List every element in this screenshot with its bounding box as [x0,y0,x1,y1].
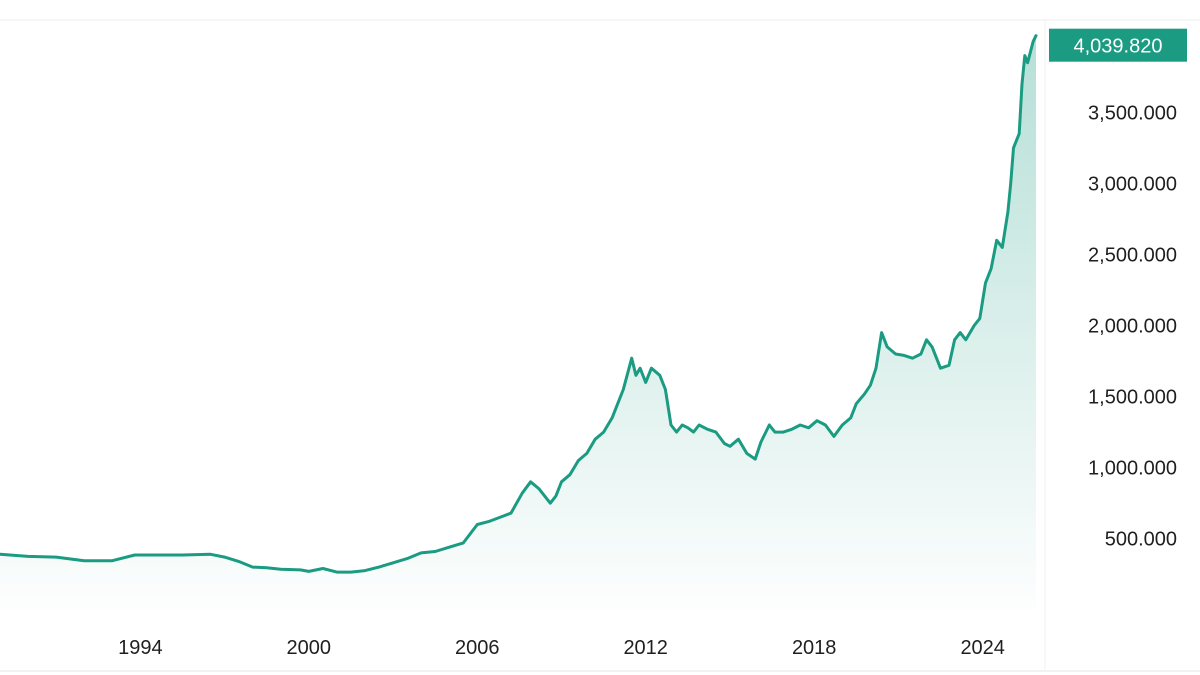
x-tick-label: 2006 [455,637,500,659]
x-tick-label: 2018 [792,637,837,659]
x-axis: 1994 2000 2006 2012 2018 2024 [118,637,1005,659]
y-tick-label: 2,500.000 [1088,245,1177,267]
y-tick-label: 1,000.000 [1088,458,1177,480]
x-tick-label: 1994 [118,637,163,659]
last-value-badge-bg [1049,28,1187,62]
y-tick-label: 3,000.000 [1088,174,1177,196]
price-line [0,34,1038,574]
y-tick-label: 500.000 [1105,529,1177,551]
y-tick-label: 2,000.000 [1088,316,1177,338]
last-value-label: 4,039.820 [1074,36,1163,58]
y-tick-label: 3,500.000 [1088,102,1177,124]
last-value-badge: 4,039.820 [1049,28,1187,62]
x-tick-label: 2012 [623,637,668,659]
y-axis: 500.000 1,000.000 1,500.000 2,000.000 2,500.… [1088,102,1177,550]
x-tick-label: 2024 [960,637,1005,659]
y-tick-label: 1,500.000 [1088,387,1177,409]
x-tick-label: 2000 [287,637,332,659]
area-fill [0,35,1036,610]
